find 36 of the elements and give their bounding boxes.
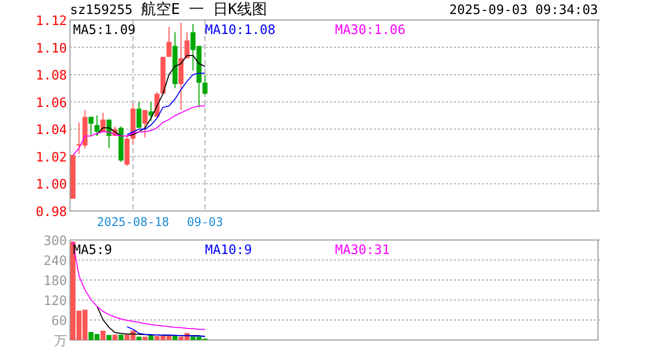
bar xyxy=(112,334,118,340)
x-tick-label: 09-03 xyxy=(186,215,224,229)
bar xyxy=(172,336,178,340)
line-series xyxy=(72,105,206,156)
bar xyxy=(100,330,106,340)
bar xyxy=(148,335,154,340)
text: MA10:9 xyxy=(205,243,252,258)
y-tick-label: 240 xyxy=(44,254,67,269)
y-tick-label: 300 xyxy=(44,234,67,249)
bar xyxy=(136,336,142,340)
y-tick-label: 60 xyxy=(51,314,67,329)
y-tick-label: 1.02 xyxy=(36,150,67,166)
text: MA5:1.09 xyxy=(73,23,136,38)
text: sz159255 xyxy=(70,3,133,18)
y-tick-label: 0.98 xyxy=(36,205,67,220)
y-tick-label: 1.00 xyxy=(36,178,67,193)
text: MA10:1.08 xyxy=(205,23,276,38)
bar xyxy=(118,334,124,340)
y-tick-label: 1.12 xyxy=(36,14,67,29)
line-series xyxy=(72,241,206,330)
text: MA30:31 xyxy=(335,243,390,258)
line-series xyxy=(126,326,206,337)
y-tick-label: 1.06 xyxy=(36,96,67,111)
y-axis-title: 万 xyxy=(54,334,67,349)
line-series xyxy=(126,72,206,136)
y-tick-label: 1.08 xyxy=(36,68,67,84)
chart-title: 航空E 一 日K线图 xyxy=(140,0,268,18)
text: 2025-09-03 09:34:03 xyxy=(449,3,598,18)
y-tick-label: 1.04 xyxy=(36,123,68,138)
bar xyxy=(106,335,112,340)
x-tick-label: 2025-08-18 xyxy=(96,215,170,229)
bar xyxy=(142,336,148,340)
y-tick-label: 1.10 xyxy=(36,41,67,56)
text: MA30:1.06 xyxy=(335,23,406,38)
y-tick-label: 120 xyxy=(44,294,67,309)
y-tick-label: 180 xyxy=(44,274,67,289)
